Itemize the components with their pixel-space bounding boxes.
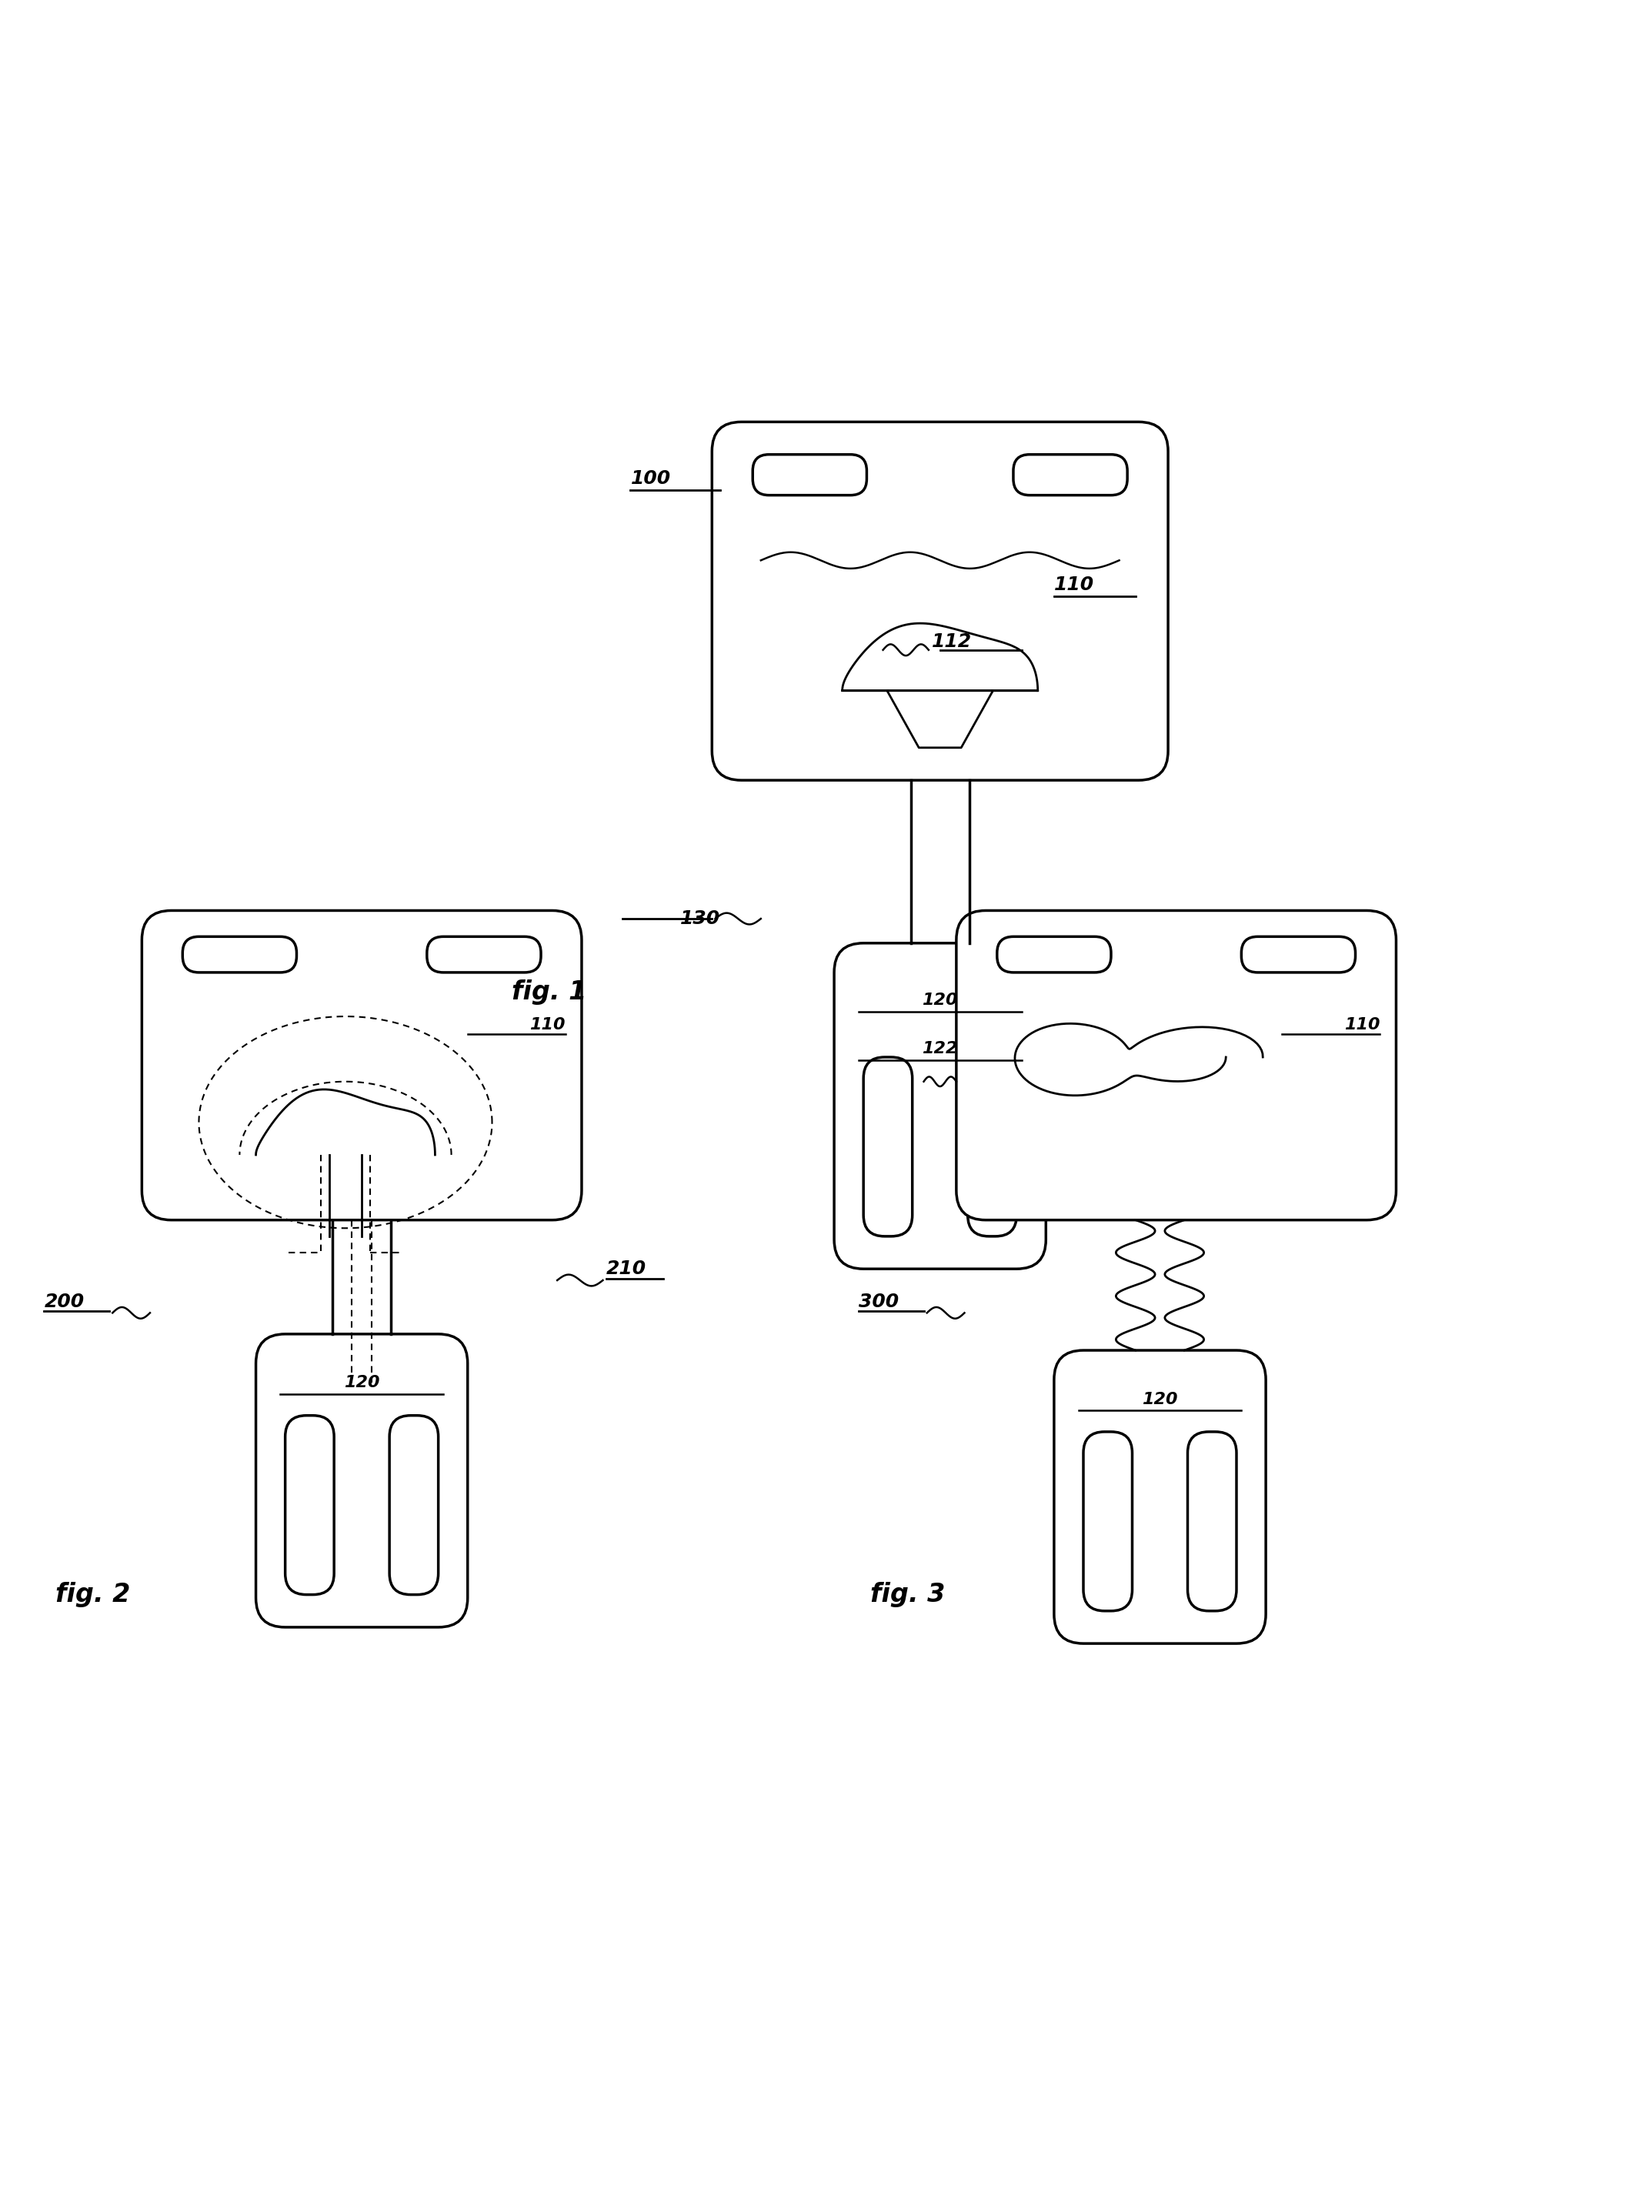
- Text: 120: 120: [1142, 1391, 1178, 1407]
- Text: 210: 210: [606, 1259, 646, 1279]
- FancyBboxPatch shape: [1084, 1431, 1132, 1610]
- Text: fig. 1: fig. 1: [512, 980, 586, 1004]
- FancyBboxPatch shape: [286, 1416, 334, 1595]
- Text: 300: 300: [859, 1292, 899, 1312]
- Text: 100: 100: [631, 469, 671, 489]
- FancyBboxPatch shape: [426, 936, 540, 973]
- FancyBboxPatch shape: [183, 936, 297, 973]
- Text: fig. 2: fig. 2: [56, 1582, 131, 1608]
- Text: fig. 3: fig. 3: [871, 1582, 945, 1608]
- FancyBboxPatch shape: [834, 942, 1046, 1270]
- FancyBboxPatch shape: [1241, 936, 1355, 973]
- Text: 120: 120: [344, 1376, 380, 1391]
- Text: 122: 122: [922, 1042, 958, 1057]
- FancyBboxPatch shape: [142, 911, 582, 1221]
- FancyBboxPatch shape: [998, 936, 1112, 973]
- Text: 110: 110: [1345, 1018, 1379, 1033]
- FancyBboxPatch shape: [957, 911, 1396, 1221]
- Text: 130: 130: [681, 909, 720, 927]
- FancyBboxPatch shape: [864, 1057, 912, 1237]
- Text: 110: 110: [530, 1018, 565, 1033]
- FancyBboxPatch shape: [1013, 453, 1127, 495]
- Text: 110: 110: [1054, 575, 1094, 595]
- Text: 112: 112: [932, 633, 971, 650]
- FancyBboxPatch shape: [1054, 1349, 1265, 1644]
- Text: 200: 200: [45, 1292, 84, 1312]
- FancyBboxPatch shape: [753, 453, 867, 495]
- Text: 120: 120: [922, 993, 958, 1009]
- FancyBboxPatch shape: [1188, 1431, 1236, 1610]
- FancyBboxPatch shape: [256, 1334, 468, 1628]
- FancyBboxPatch shape: [390, 1416, 438, 1595]
- FancyBboxPatch shape: [712, 422, 1168, 781]
- FancyBboxPatch shape: [968, 1057, 1016, 1237]
